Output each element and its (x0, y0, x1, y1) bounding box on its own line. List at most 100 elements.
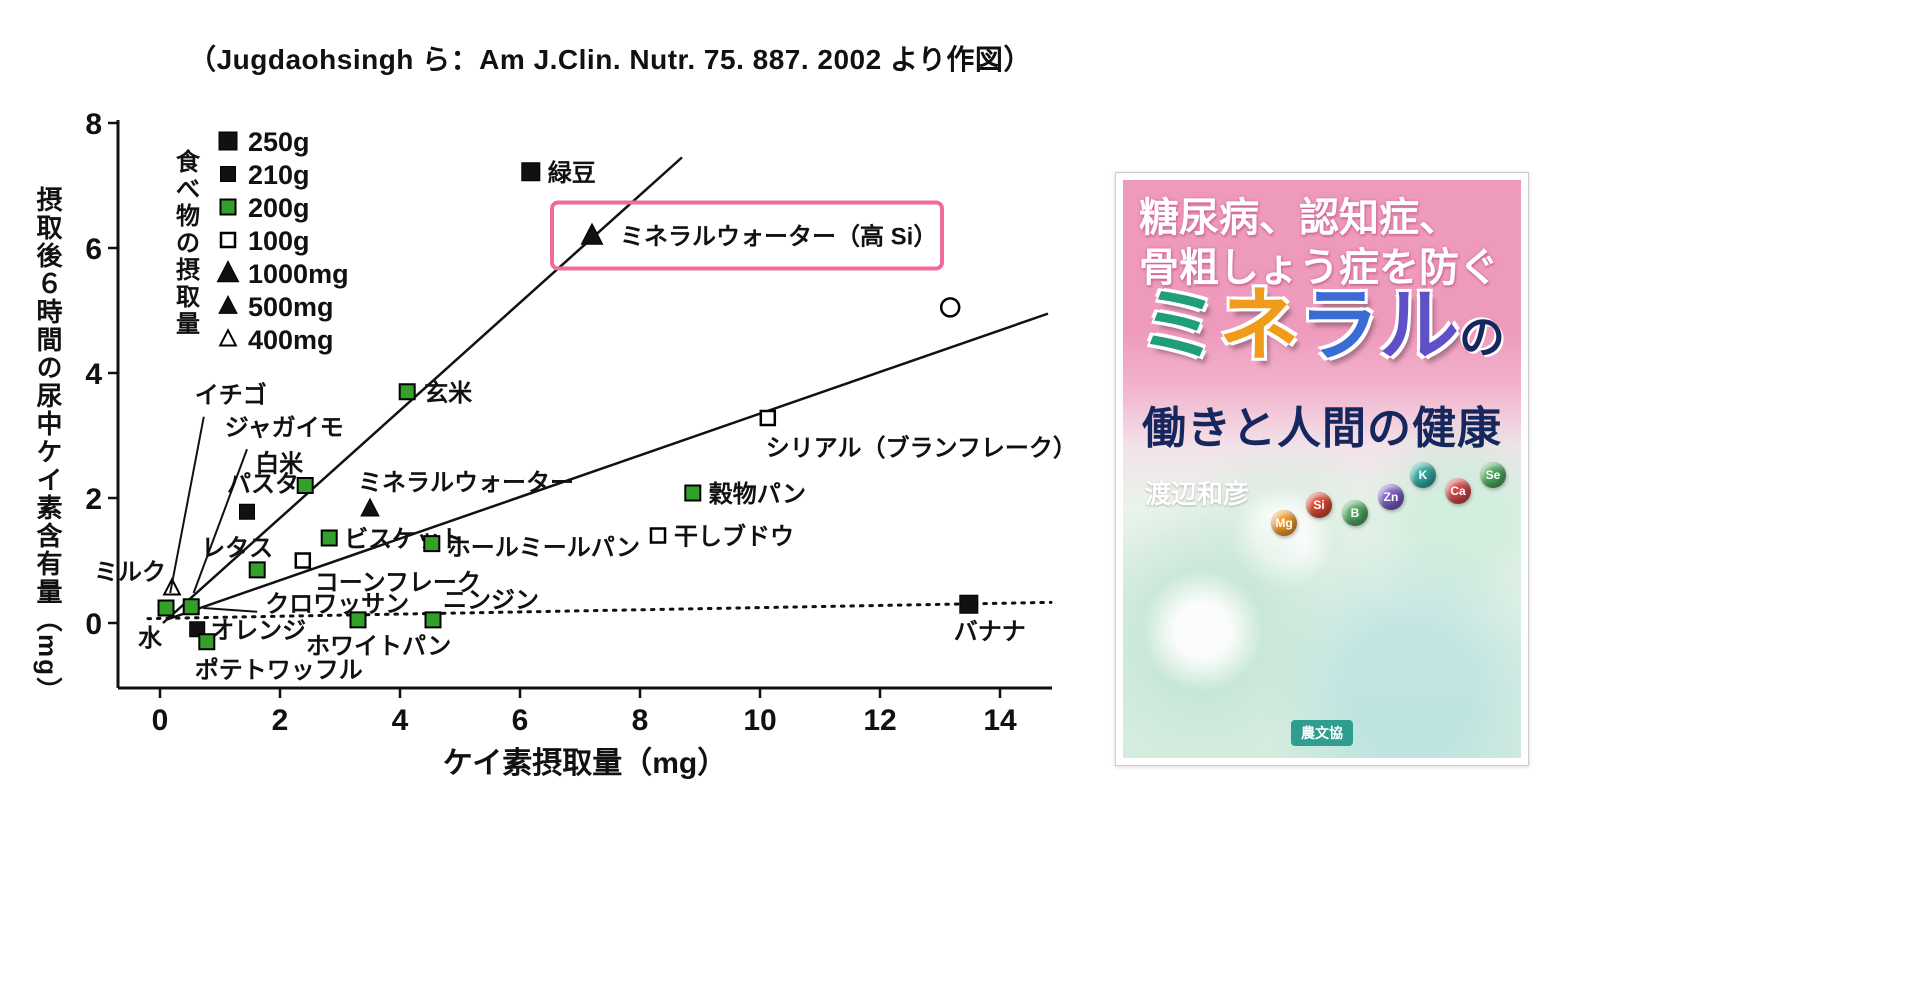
book-title-char: ネ (1219, 281, 1299, 370)
svg-text:オレンジ: オレンジ (210, 617, 306, 644)
point-ジャガイモ: ジャガイモ (192, 415, 344, 594)
book-author: 渡辺和彦 (1145, 479, 1250, 509)
book-publisher-logo: 農文協 (1291, 720, 1353, 746)
svg-text:8: 8 (85, 108, 102, 141)
x-axis-label: ケイ素摂取量（mg） (442, 747, 728, 780)
svg-text:ニンジン: ニンジン (443, 587, 539, 614)
y-axis-label: 摂取後６時間の尿中ケイ素含有量（mg） (33, 186, 63, 705)
svg-text:ミネラルウォーター（高 Si）: ミネラルウォーター（高 Si） (620, 223, 937, 251)
point-穀物パン: 穀物パン (684, 481, 806, 508)
svg-text:6: 6 (512, 704, 529, 737)
svg-text:穀物パン: 穀物パン (709, 481, 806, 508)
mineral-ball-B: B (1342, 500, 1368, 526)
book-title: ミネラルの (1123, 286, 1521, 367)
point-コーンフレーク: コーンフレーク (294, 552, 481, 597)
svg-text:14: 14 (983, 704, 1017, 737)
svg-text:物: 物 (176, 203, 200, 230)
svg-text:コーンフレーク: コーンフレーク (315, 570, 481, 597)
svg-text:6: 6 (85, 233, 102, 266)
book-cover: 糖尿病、認知症、 骨粗しょう症を防ぐ ミネラルの 働きと人間の健康 渡辺和彦 M… (1115, 172, 1529, 766)
svg-text:200g: 200g (248, 193, 310, 223)
svg-text:250g: 250g (248, 127, 310, 157)
book-tagline-line2: 骨粗しょう症を防ぐ (1139, 246, 1499, 290)
mineral-ball-Mg: Mg (1271, 510, 1297, 536)
axes: 0 2 4 6 8 0 2 4 6 8 10 12 14 (85, 108, 1052, 737)
svg-text:210g: 210g (248, 160, 310, 190)
point-バナナ: バナナ (954, 594, 1026, 645)
svg-text:2: 2 (85, 483, 102, 516)
mineral-ball-Zn: Zn (1378, 484, 1404, 510)
point-ミネラルウォーター: ミネラルウォーター (358, 470, 574, 517)
svg-text:取: 取 (176, 284, 200, 311)
point-ホールミールパン: ホールミールパン (423, 535, 640, 562)
svg-text:ポテトワッフル: ポテトワッフル (195, 656, 363, 684)
svg-text:イチゴ: イチゴ (195, 381, 267, 409)
point-ミルク: ミルク (94, 559, 182, 596)
svg-text:水: 水 (138, 625, 163, 652)
svg-text:400mg: 400mg (248, 325, 334, 355)
svg-text:シリアル（ブランフレーク）: シリアル（ブランフレーク） (766, 434, 1077, 462)
svg-text:ミネラルウォーター: ミネラルウォーター (358, 470, 574, 497)
svg-text:100g: 100g (248, 226, 310, 256)
point-ミネラルウォーター（高 Si）: ミネラルウォーター（高 Si） (550, 200, 944, 271)
svg-text:バナナ: バナナ (954, 618, 1026, 645)
svg-text:食: 食 (176, 148, 201, 176)
svg-text:緑豆: 緑豆 (548, 159, 596, 187)
point-白米: 白米 (255, 450, 314, 494)
svg-text:ミルク: ミルク (94, 559, 166, 586)
svg-text:レタス: レタス (201, 535, 273, 562)
book-tagline-line1: 糖尿病、認知症、 (1139, 196, 1459, 240)
source-caption: （Jugdaohsingh ら：Am J.Clin. Nutr. 75. 887… (188, 44, 1032, 75)
mineral-ball-Ca: Ca (1445, 478, 1471, 504)
book-title-char: ル (1379, 281, 1459, 370)
book-subtitle: 働きと人間の健康 (1142, 404, 1502, 453)
svg-text:0: 0 (152, 704, 169, 737)
svg-text:量: 量 (176, 311, 200, 338)
point-水: 水 (138, 599, 175, 652)
point-パスタ: パスタ (227, 471, 299, 520)
svg-text:ホールミールパン: ホールミールパン (447, 535, 640, 562)
book-cover-art: 糖尿病、認知症、 骨粗しょう症を防ぐ ミネラルの 働きと人間の健康 渡辺和彦 M… (1123, 180, 1521, 758)
svg-text:0: 0 (85, 608, 102, 641)
point-ホワイトパン: ホワイトパン (306, 611, 451, 660)
book-title-particle: の (1459, 311, 1505, 363)
svg-text:4: 4 (392, 704, 409, 737)
mineral-ball-K: K (1410, 462, 1436, 488)
svg-text:ホワイトパン: ホワイトパン (306, 633, 451, 660)
svg-text:干しブドウ: 干しブドウ (674, 523, 794, 551)
svg-text:500mg: 500mg (248, 292, 334, 322)
svg-text:白米: 白米 (255, 450, 303, 478)
point-クロワッサン: クロワッサン (182, 591, 409, 618)
svg-text:摂: 摂 (176, 257, 200, 284)
point-レタス: レタス (201, 535, 273, 579)
point-ビスケット: ビスケット (320, 526, 464, 553)
book-title-char: ラ (1299, 281, 1379, 370)
point-オレンジ: オレンジ (189, 617, 306, 644)
svg-text:4: 4 (85, 358, 102, 391)
svg-text:の: の (176, 230, 200, 257)
mid-trend (165, 312, 1049, 622)
point-ポテトワッフル: ポテトワッフル (195, 633, 363, 684)
svg-text:1000mg: 1000mg (248, 259, 349, 289)
svg-text:ビスケット: ビスケット (344, 526, 464, 553)
point-unlabeled (939, 297, 961, 318)
svg-text:10: 10 (743, 704, 776, 737)
svg-text:12: 12 (863, 704, 896, 737)
svg-text:2: 2 (272, 704, 289, 737)
mineral-ball-Se: Se (1480, 462, 1506, 488)
svg-text:クロワッサン: クロワッサン (265, 591, 409, 618)
point-玄米: 玄米 (398, 379, 472, 407)
point-イチゴ: イチゴ (169, 381, 267, 594)
svg-text:玄米: 玄米 (424, 379, 472, 407)
svg-text:べ: べ (176, 176, 200, 203)
point-緑豆: 緑豆 (521, 159, 596, 187)
point-シリアル（ブランフレーク）: シリアル（ブランフレーク） (759, 409, 1077, 462)
mineral-ball-Si: Si (1306, 492, 1332, 518)
svg-text:8: 8 (632, 704, 649, 737)
point-干しブドウ: 干しブドウ (649, 523, 794, 551)
low-trend (146, 600, 1053, 621)
point-ニンジン: ニンジン (424, 587, 539, 629)
